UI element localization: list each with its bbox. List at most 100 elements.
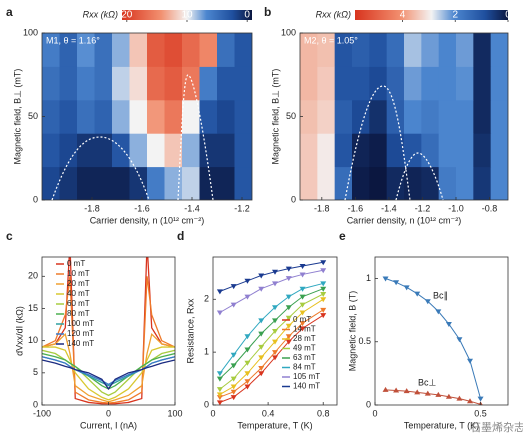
- legend-label: 140 mT: [293, 382, 320, 391]
- x-tick-label: 100: [167, 408, 182, 418]
- watermark: 石墨烯杂志: [470, 421, 523, 434]
- heatmap-cell: [300, 99, 318, 134]
- data-point: [258, 286, 265, 292]
- heatmap-cell: [456, 99, 474, 134]
- data-line: [42, 356, 175, 387]
- data-point: [230, 363, 237, 369]
- x-axis-label: Current, I (nA): [80, 420, 137, 430]
- heatmap-cell: [386, 66, 405, 101]
- plot-frame: [212, 256, 338, 406]
- x-tick-label: 0.8: [317, 408, 330, 418]
- heatmap-cell: [199, 133, 218, 168]
- data-point: [320, 268, 327, 274]
- heatmap-cell: [147, 66, 165, 101]
- plot-area: [300, 33, 508, 200]
- y-axis-label: Magnetic field, B⊥ (mT): [270, 69, 280, 165]
- heatmap-cell: [147, 133, 165, 168]
- heatmap-cell: [42, 166, 60, 200]
- heatmap-cell: [164, 66, 183, 101]
- heatmap-cell: [59, 99, 78, 134]
- heatmap-cell: [164, 133, 183, 168]
- data-point: [244, 384, 251, 390]
- heatmap-cell: [112, 66, 130, 101]
- heatmap-cell: [234, 133, 252, 168]
- y-tick-label: 0: [291, 194, 296, 204]
- heatmap-cell: [42, 33, 60, 67]
- x-tick-label: 0: [372, 408, 377, 418]
- data-point: [467, 398, 473, 404]
- heatmap-cell: [77, 33, 95, 67]
- heatmap-cell: [300, 33, 318, 67]
- heatmap-cell: [129, 33, 148, 67]
- heatmap-cell: [490, 133, 508, 168]
- legend-label: 105 mT: [293, 372, 320, 381]
- x-tick-label: 0: [106, 408, 111, 418]
- data-point: [320, 313, 327, 319]
- heatmap-cell: [217, 166, 235, 200]
- heatmap-cell: [369, 33, 388, 67]
- heatmap-cell: [369, 99, 388, 134]
- y-tick-label: 1: [366, 273, 371, 283]
- y-tick-label: 15: [28, 303, 38, 313]
- data-point: [299, 326, 306, 332]
- data-line: [42, 332, 175, 403]
- heatmap-cell: [386, 99, 405, 134]
- heatmap-cell: [438, 133, 457, 168]
- data-point: [244, 294, 251, 300]
- x-tick-label: 0.4: [262, 408, 275, 418]
- data-point: [467, 358, 473, 364]
- heatmap-cell: [42, 66, 60, 101]
- heatmap-cell: [421, 133, 440, 168]
- data-point: [435, 309, 442, 315]
- heatmap-cell: [199, 66, 218, 101]
- heatmap-cell: [421, 166, 440, 200]
- x-axis-label: Carrier density, n (10¹² cm⁻²): [90, 215, 205, 225]
- y-tick-label: 2: [204, 294, 209, 304]
- x-tick-label: -1.2: [415, 203, 431, 213]
- legend-label: 60 mT: [67, 299, 90, 308]
- data-point: [272, 355, 278, 361]
- panel-letter: b: [264, 5, 271, 19]
- data-point: [477, 396, 484, 402]
- series-label: Bc∥: [433, 290, 448, 300]
- y-axis-label: Magnetic field, B⊥ (mT): [12, 69, 22, 165]
- legend-label: 0 mT: [293, 315, 311, 324]
- data-point: [216, 400, 223, 405]
- colorbar-label: Rxx (kΩ): [316, 9, 351, 19]
- heatmap-cell: [129, 99, 148, 134]
- heatmap-cell: [490, 33, 508, 67]
- data-point: [435, 391, 442, 397]
- data-point: [216, 289, 223, 295]
- data-point: [272, 329, 278, 334]
- heatmap-cell: [59, 66, 78, 101]
- heatmap-cell: [317, 66, 336, 101]
- data-line: [219, 293, 324, 390]
- heatmap-cell: [473, 166, 492, 200]
- heatmap-cell: [59, 166, 78, 200]
- data-point: [320, 286, 327, 292]
- panel-letter: c: [6, 229, 13, 243]
- data-point: [414, 291, 421, 297]
- heatmap-cell: [59, 33, 78, 67]
- data-point: [244, 379, 251, 385]
- x-tick-label: -100: [33, 408, 51, 418]
- data-line: [42, 356, 175, 386]
- panel-letter: d: [177, 229, 184, 243]
- data-point: [285, 266, 292, 272]
- x-tick-label: -1.6: [348, 203, 364, 213]
- y-tick-label: 1: [204, 347, 209, 357]
- data-point: [414, 389, 421, 395]
- heatmap-cell: [199, 99, 218, 134]
- data-point: [299, 263, 306, 269]
- x-tick-label: -0.8: [482, 203, 498, 213]
- data-line: [42, 359, 175, 391]
- data-point: [258, 273, 265, 279]
- heatmap-cell: [404, 66, 422, 101]
- phase-boundary: [395, 152, 444, 201]
- y-tick-label: 20: [28, 271, 38, 281]
- data-point: [272, 305, 278, 311]
- heatmap-cell: [456, 66, 474, 101]
- x-tick-label: -1.2: [234, 203, 250, 213]
- heatmap-cell: [234, 66, 252, 101]
- heatmap-cell: [94, 66, 113, 101]
